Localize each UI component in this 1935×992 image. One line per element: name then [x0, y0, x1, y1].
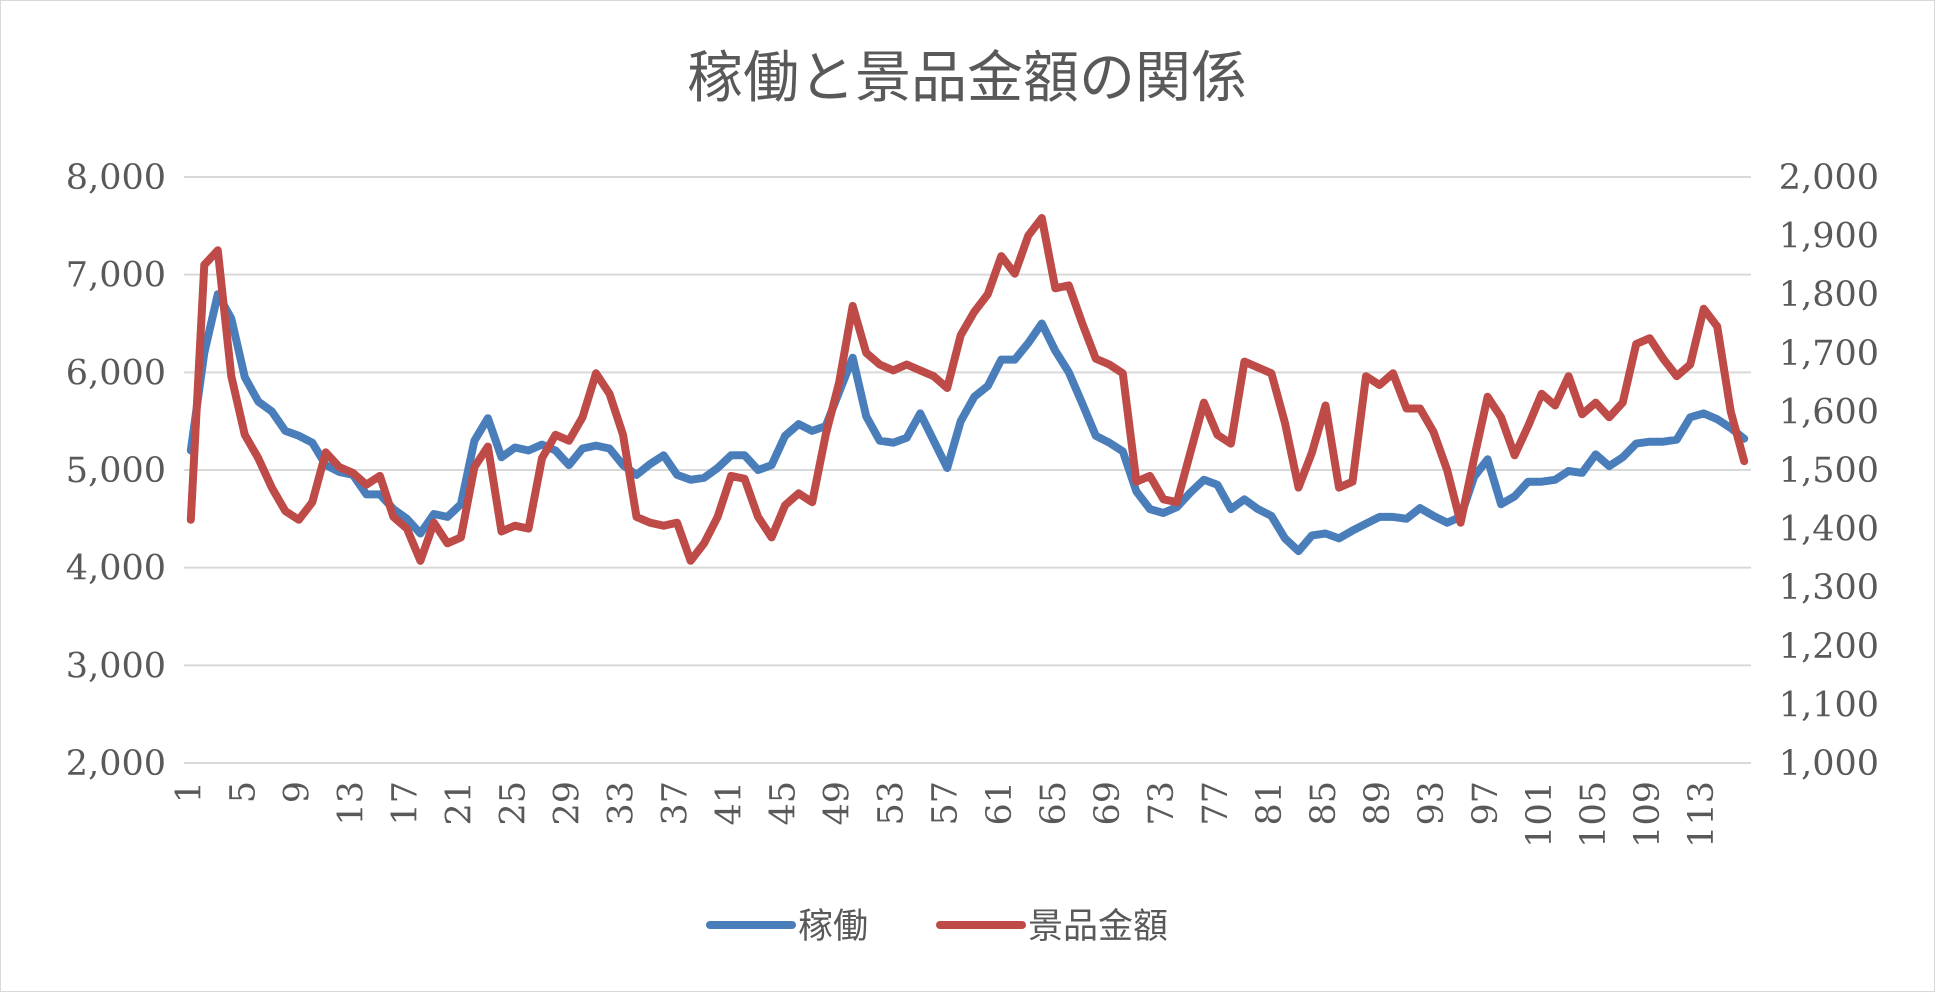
x-tick-label: 61 [980, 781, 1020, 826]
x-axis: 1 5 9 13 17 21 25 29 33 37 41 45 49 53 57 61 65 69 73 77 81 8… [169, 781, 1722, 848]
y-left-tick-label: 2,000 [66, 744, 166, 784]
x-tick-label: 49 [818, 781, 858, 826]
x-tick-label: 85 [1304, 781, 1344, 826]
y-left-tick-label: 8,000 [66, 158, 166, 198]
x-tick-label: 29 [547, 781, 587, 826]
x-tick-label: 113 [1682, 781, 1722, 848]
y-left-tick-label: 7,000 [66, 256, 166, 296]
x-tick-label: 13 [331, 781, 371, 826]
y-right-tick-label: 1,700 [1779, 334, 1879, 374]
y-left-tick-label: 6,000 [66, 353, 166, 393]
y-right-tick-label: 1,000 [1779, 744, 1879, 784]
x-tick-label: 69 [1088, 781, 1128, 826]
x-tick-label: 73 [1142, 781, 1182, 826]
x-tick-label: 109 [1628, 781, 1668, 848]
x-tick-label: 93 [1412, 781, 1452, 826]
y-right-tick-label: 1,600 [1779, 392, 1879, 432]
x-tick-label: 81 [1250, 781, 1290, 826]
x-tick-label: 9 [277, 781, 317, 803]
y-right-tick-label: 1,100 [1779, 685, 1879, 725]
series-line-1 [186, 290, 1749, 556]
x-tick-label: 1 [169, 781, 209, 803]
series-lines [186, 214, 1749, 565]
x-tick-label: 97 [1466, 781, 1506, 826]
x-tick-label: 105 [1574, 781, 1614, 848]
legend-label: 稼働 [798, 907, 868, 947]
y-axis-left: 2,000 3,000 4,000 5,000 6,000 7,000 8,000 [66, 158, 166, 784]
y-axis-right: 1,000 1,100 1,200 1,300 1,400 1,500 1,600 1,700… [1779, 158, 1879, 784]
x-tick-label: 65 [1034, 781, 1074, 826]
y-right-tick-label: 1,400 [1779, 510, 1879, 550]
legend: 稼働 景品金額 [706, 907, 1168, 947]
x-tick-label: 21 [439, 781, 479, 826]
x-tick-label: 5 [223, 781, 263, 803]
y-left-tick-label: 5,000 [66, 451, 166, 491]
x-tick-label: 89 [1358, 781, 1398, 826]
x-tick-label: 33 [602, 781, 642, 826]
x-tick-label: 77 [1196, 781, 1236, 826]
x-tick-label: 37 [656, 781, 696, 826]
legend-label: 景品金額 [1028, 907, 1168, 947]
x-tick-label: 101 [1520, 781, 1560, 848]
y-right-tick-label: 1,500 [1779, 451, 1879, 491]
y-left-tick-label: 4,000 [66, 549, 166, 589]
y-right-tick-label: 1,900 [1779, 217, 1879, 257]
y-right-tick-label: 2,000 [1779, 158, 1879, 198]
x-tick-label: 57 [926, 781, 966, 826]
y-right-tick-label: 1,800 [1779, 275, 1879, 315]
y-left-tick-label: 3,000 [66, 646, 166, 686]
series-line-2 [186, 214, 1749, 565]
y-right-tick-label: 1,300 [1779, 568, 1879, 608]
y-right-tick-label: 1,200 [1779, 627, 1879, 667]
x-tick-label: 41 [710, 781, 750, 826]
x-tick-label: 17 [385, 781, 425, 826]
chart-title: 稼働と景品金額の関係 [687, 46, 1247, 111]
gridlines [184, 176, 1751, 764]
x-tick-label: 45 [764, 781, 804, 826]
x-tick-label: 53 [872, 781, 912, 826]
x-tick-label: 25 [493, 781, 533, 826]
legend-item-1: 稼働 [706, 907, 868, 947]
legend-item-2: 景品金額 [936, 907, 1168, 947]
